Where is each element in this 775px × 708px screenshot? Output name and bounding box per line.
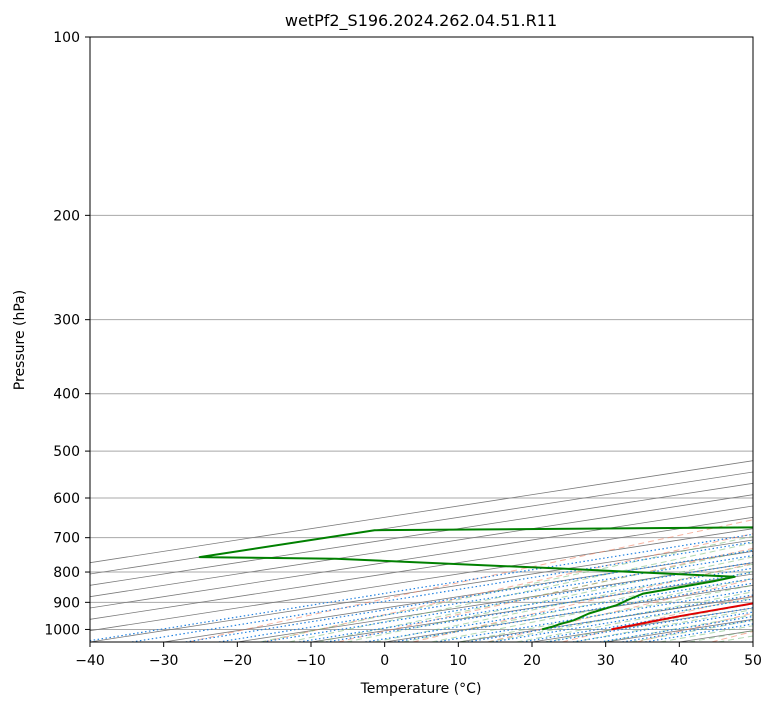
mixing-ratio-line: [90, 533, 753, 642]
mixing-ratio-line: [394, 582, 753, 642]
y-tick-label: 400: [53, 387, 80, 403]
x-tick-label: −40: [75, 653, 105, 669]
y-tick-label: 200: [53, 208, 80, 224]
x-tick-label: 40: [670, 653, 688, 669]
moist-adiabat-line: [260, 535, 753, 642]
x-tick-label: 30: [597, 653, 615, 669]
x-tick-label: −20: [223, 653, 253, 669]
chart-title: wetPf2_S196.2024.262.04.51.R11: [285, 11, 557, 31]
isotherm-line: [90, 528, 753, 632]
moist-adiabat-line: [459, 584, 753, 642]
x-tick-label: −10: [296, 653, 326, 669]
y-tick-label: 500: [53, 444, 80, 460]
moist-adiabat-line: [317, 549, 753, 642]
mixing-ratio-line: [467, 594, 753, 642]
isotherm-line: [90, 505, 753, 609]
moist-adiabat-line: [403, 570, 753, 642]
mixing-ratio-line: [218, 554, 753, 642]
x-tick-label: 0: [380, 653, 389, 669]
plot-frame: [89, 36, 754, 643]
x-tick-label: 10: [449, 653, 467, 669]
y-tick-label: 1000: [44, 622, 80, 638]
isotherm-line: [90, 494, 753, 598]
y-tick-label: 100: [53, 30, 80, 46]
x-tick-label: 20: [523, 653, 541, 669]
profiles: [198, 526, 753, 631]
dry-adiabat-line: [263, 533, 753, 642]
isotherm-line: [90, 516, 753, 620]
y-tick-label: 600: [53, 491, 80, 507]
dry-adiabat-line: [412, 562, 753, 642]
moist-adiabat-line: [288, 542, 753, 642]
dry-adiabat-line: [487, 578, 753, 642]
axis-ticks: −40 −30 −20 −10 0 10 20 30 40 50 100 200 300 400 500 60…: [44, 30, 762, 669]
y-tick-label: 300: [53, 313, 80, 329]
x-tick-label: 50: [744, 653, 762, 669]
moist-adiabat-line: [374, 563, 753, 642]
x-tick-label: −30: [149, 653, 179, 669]
y-tick-label: 800: [53, 565, 80, 581]
isotherm-line: [90, 460, 753, 564]
y-tick-label: 700: [53, 531, 80, 547]
y-tick-label: 900: [53, 595, 80, 611]
isotherm-line: [90, 482, 753, 586]
dry-adiabat-line: [188, 519, 753, 642]
mixing-ratio-line: [492, 598, 753, 642]
isotherm-line: [90, 539, 753, 642]
x-axis-label: Temperature (°C): [360, 681, 482, 697]
y-axis-label: Pressure (hPa): [12, 290, 28, 390]
dewpoint-profile-line: [198, 526, 753, 631]
